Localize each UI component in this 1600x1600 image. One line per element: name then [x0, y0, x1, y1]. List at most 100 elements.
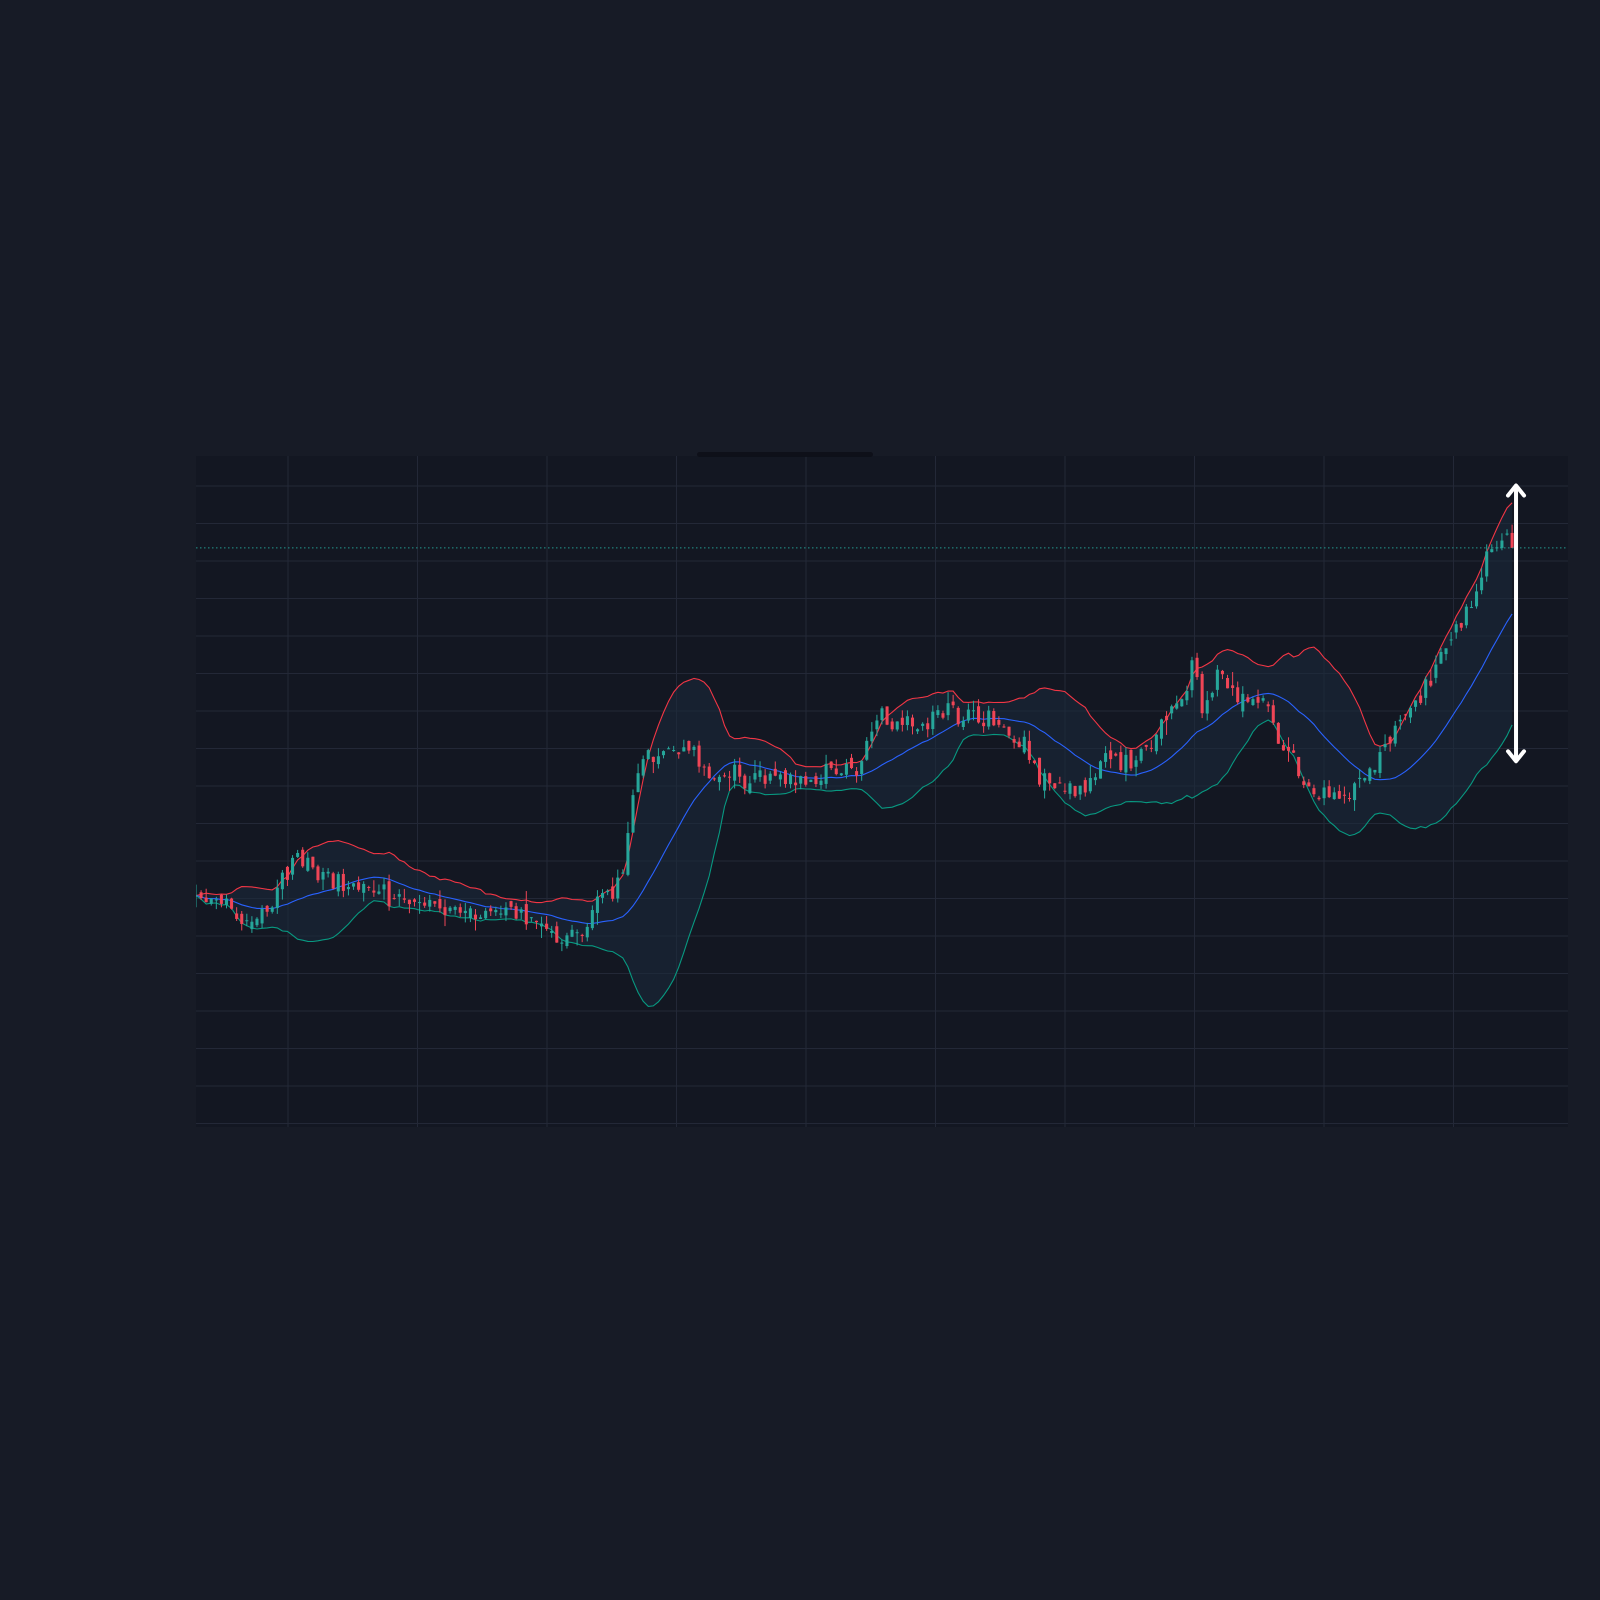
- candle: [1475, 583, 1479, 609]
- candle: [519, 907, 523, 920]
- candle-body: [606, 890, 610, 893]
- candle-body: [575, 932, 579, 934]
- candle-body: [331, 873, 335, 889]
- candle-body: [270, 907, 274, 912]
- candle: [1220, 669, 1224, 680]
- candle: [621, 869, 625, 874]
- candle-body: [753, 773, 757, 780]
- candle-body: [738, 764, 742, 777]
- candle-body: [1256, 697, 1260, 703]
- candle-body: [1307, 782, 1311, 787]
- candle-body: [362, 883, 366, 893]
- candle: [204, 888, 208, 903]
- candle-body: [1271, 705, 1275, 723]
- candle: [1414, 700, 1418, 712]
- measure-arrow[interactable]: [1506, 483, 1527, 764]
- candle: [1109, 741, 1113, 769]
- candle-body: [255, 918, 259, 926]
- candle-body: [717, 776, 721, 783]
- candle: [1205, 691, 1209, 721]
- candle: [672, 745, 676, 752]
- candle: [748, 775, 752, 795]
- candle-body: [1032, 760, 1036, 763]
- candle-body: [728, 776, 732, 778]
- candle-body: [1185, 691, 1189, 701]
- candle-body: [1510, 532, 1514, 548]
- candle-body: [311, 856, 315, 868]
- candle: [1368, 766, 1372, 785]
- candle: [489, 905, 493, 916]
- candle-body: [895, 721, 899, 730]
- candle-body: [428, 899, 432, 907]
- candle-body: [1388, 736, 1392, 744]
- candle: [870, 722, 874, 749]
- candle: [1149, 740, 1153, 753]
- candle: [1434, 655, 1438, 684]
- candle-body: [982, 722, 986, 727]
- candle-body: [296, 852, 300, 857]
- candle-body: [565, 935, 569, 947]
- candle: [1388, 735, 1392, 752]
- candle-body: [1043, 773, 1047, 791]
- candle: [1256, 689, 1260, 709]
- candle-body: [1317, 797, 1321, 800]
- candle-body: [336, 874, 340, 892]
- candle-body: [1129, 749, 1133, 769]
- candle: [946, 692, 950, 721]
- candle-body: [722, 775, 726, 777]
- candle: [982, 711, 986, 733]
- candle: [1083, 777, 1087, 797]
- candle-body: [443, 907, 447, 916]
- candle-body: [1449, 639, 1453, 641]
- candle: [397, 889, 401, 907]
- candle: [1408, 705, 1412, 724]
- candle-body: [667, 748, 671, 750]
- candle-body: [1002, 726, 1006, 728]
- candle-body: [494, 910, 498, 913]
- candle-body: [1419, 695, 1423, 703]
- candle-body: [1109, 750, 1113, 760]
- candle-body: [661, 751, 666, 756]
- candle-body: [1373, 769, 1377, 773]
- candle: [382, 877, 386, 900]
- candle: [1373, 769, 1377, 775]
- candle: [987, 705, 991, 730]
- candle: [1215, 665, 1219, 697]
- candle: [595, 890, 599, 925]
- candle-body: [616, 877, 620, 899]
- candle: [1353, 781, 1357, 811]
- candle: [1393, 720, 1397, 747]
- candle: [463, 903, 467, 923]
- candle-body: [631, 795, 635, 833]
- candle-body: [1297, 756, 1301, 777]
- candle: [855, 767, 859, 783]
- candle: [1134, 755, 1138, 777]
- candle: [697, 740, 701, 773]
- candle: [1429, 669, 1433, 688]
- candle: [504, 902, 508, 922]
- candle: [199, 890, 203, 900]
- candle: [758, 761, 762, 782]
- candle: [1241, 686, 1245, 718]
- candle-body: [763, 775, 767, 784]
- candle: [1038, 757, 1042, 787]
- candle: [1175, 695, 1179, 710]
- bollinger-middle-line: [196, 613, 1513, 925]
- candle: [860, 759, 864, 781]
- candle-body: [412, 899, 417, 902]
- candle-body: [595, 896, 599, 913]
- candle: [1271, 699, 1275, 725]
- candle: [1190, 656, 1194, 698]
- candle: [956, 706, 960, 727]
- candle: [611, 877, 615, 902]
- candle-body: [245, 920, 249, 922]
- candle-body: [463, 910, 467, 914]
- candle-body: [534, 920, 538, 923]
- candle: [1358, 769, 1362, 788]
- candle: [656, 748, 660, 769]
- candle-body: [219, 894, 223, 904]
- candle-body: [285, 866, 289, 880]
- candle: [412, 898, 417, 907]
- candle-body: [936, 710, 940, 716]
